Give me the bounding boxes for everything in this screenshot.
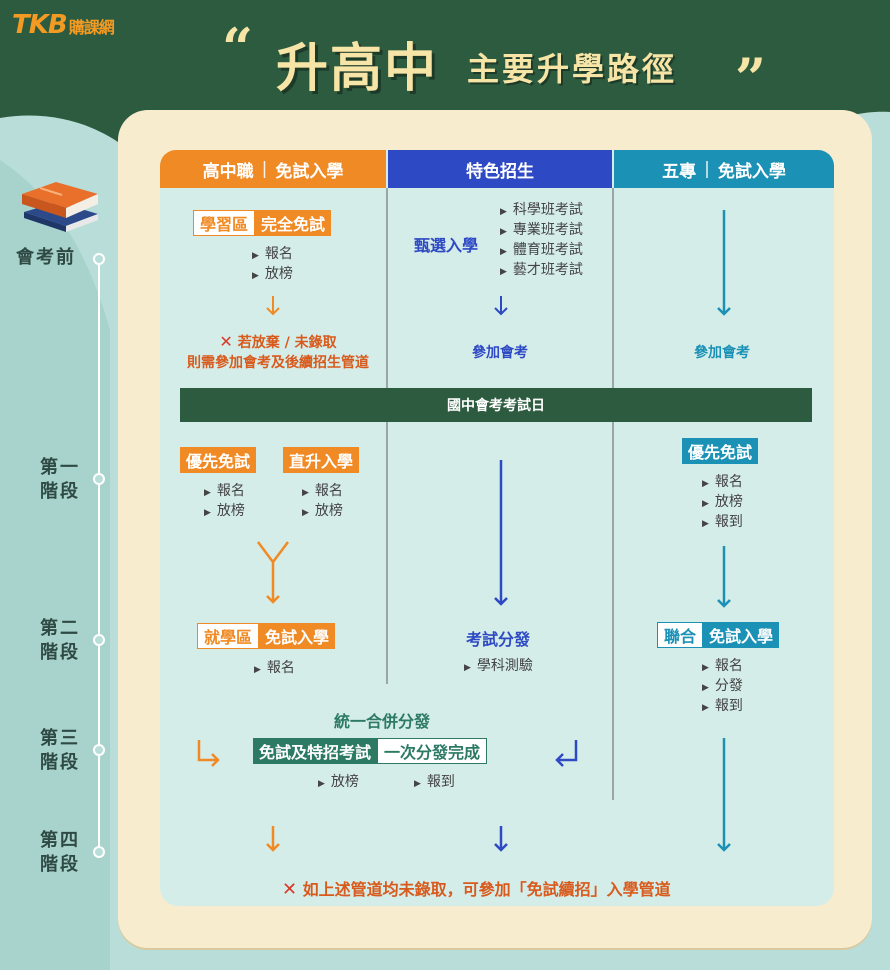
timeline-dot [93,846,105,858]
list-item: ▶ 報到 [414,774,455,790]
arrow-down-icon [717,738,731,852]
page-subtitle: 主要升學路徑 [467,50,678,88]
list-item: ▶ 放榜 [252,266,293,282]
priority-free-box: 優先免試 [180,447,257,473]
books-icon [22,182,98,232]
arrow-down-icon [266,826,280,852]
stage-pre-exam-label: 會考前 [16,247,76,268]
page-title: 升高中 [276,39,439,99]
timeline-dot [93,634,105,646]
list-item: ▶ 學科測驗 [464,658,533,674]
list-item: ▶ 報名 [254,660,295,676]
column-divider [612,188,614,388]
column-divider [612,422,614,800]
column-header-special-admission: 特色招生 [388,150,612,188]
arrow-down-icon [494,460,508,606]
column-header-high-school-free: 高中職 | 免試入學 [160,150,386,188]
timeline-dot [93,473,105,485]
priority-free-box: 優先免試 [682,438,759,464]
open-quote: “ [222,16,254,80]
arrow-down-icon [494,296,508,316]
take-exam-note: 參加會考 [694,345,750,361]
timeline-line [98,258,100,852]
cross-icon: ✕ [282,879,298,900]
withdraw-note: ✕ 若放棄 / 未錄取 則需參加會考及後續招生管道 [187,332,369,371]
close-quote: ” [735,46,767,110]
school-district-free-box: 就學區 免試入學 [197,623,336,649]
list-item: ▶ 報名 [302,483,343,499]
list-item: ▶ 報名 [702,658,743,674]
merge-arrow-icon [257,541,289,604]
list-item: ▶ 放榜 [204,503,245,519]
list-item: ▶ 報到 [702,514,743,530]
arrow-down-icon [494,826,508,852]
arrow-down-icon [717,546,731,608]
list-item: ▶ 報到 [702,698,743,714]
take-exam-note: 參加會考 [472,345,528,361]
direct-admission-box: 直升入學 [283,447,360,473]
selection-admission-label: 甄選入學 [414,236,479,255]
stage-4-label: 第四 階段 [40,830,80,875]
exam-allocation-title: 考試分發 [466,630,531,649]
list-item: ▶ 放榜 [702,494,743,510]
list-item: ▶ 體育班考試 [500,242,583,258]
joint-free-admission-box: 聯合 免試入學 [657,622,780,648]
list-item: ▶ 藝才班考試 [500,262,583,278]
column-divider [386,188,388,388]
learning-area-free-box: 學習區 完全免試 [193,210,332,236]
timeline-dot [93,253,105,265]
free-special-exam-box: 免試及特招考試 一次分發完成 [253,738,488,764]
turn-left-arrow-icon [555,740,578,767]
arrow-down-icon [717,210,731,316]
list-item: ▶ 科學班考試 [500,202,583,218]
timeline-dot [93,744,105,756]
brand-logo[interactable]: TKB 購課網 [12,10,115,40]
stage-3-label: 第三 階段 [40,728,80,773]
column-header-junior-college: 五專 | 免試入學 [614,150,834,188]
list-item: ▶ 放榜 [302,503,343,519]
list-item: ▶ 分發 [702,678,743,694]
list-item: ▶ 報名 [252,246,293,262]
list-item: ▶ 報名 [702,474,743,490]
cross-icon: ✕ [219,332,233,351]
exam-day-banner: 國中會考考試日 [180,388,812,422]
unified-allocation-title: 統一合併分發 [334,712,431,731]
stage-1-label: 第一 階段 [40,457,80,502]
list-item: ▶ 報名 [204,483,245,499]
stage-2-label: 第二 階段 [40,618,80,663]
list-item: ▶ 專業班考試 [500,222,583,238]
diagram-panel [160,150,834,906]
arrow-down-icon [266,296,280,316]
turn-right-arrow-icon [197,740,220,767]
list-item: ▶ 放榜 [318,774,359,790]
column-divider [386,422,388,684]
footer-note: ✕ 如上述管道均未錄取，可參加「免試續招」入學管道 [282,879,671,900]
